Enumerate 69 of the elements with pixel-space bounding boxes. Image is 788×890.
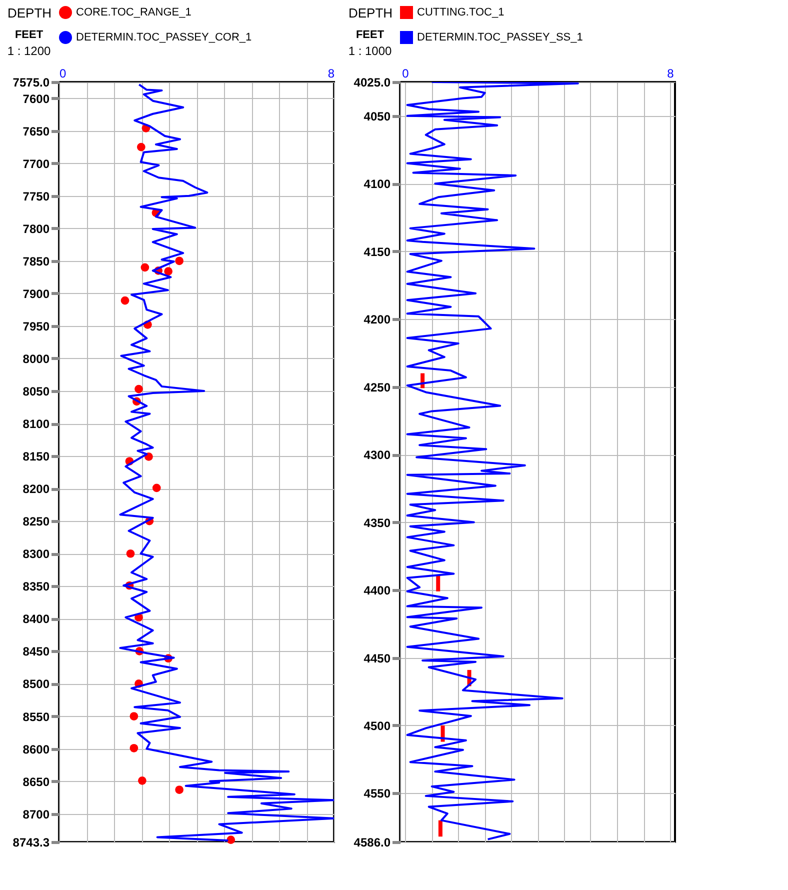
point bbox=[175, 786, 184, 794]
x-tick-label: 0 bbox=[402, 66, 410, 80]
y-tick-label: 4450 bbox=[364, 651, 391, 666]
x-tick-label: 0 bbox=[60, 66, 66, 80]
y-tick-label: 4350 bbox=[364, 516, 391, 530]
y-tick-label: 7600 bbox=[22, 92, 50, 106]
y-tick-label: 7700 bbox=[22, 156, 50, 171]
y-tick-label: 4150 bbox=[364, 244, 391, 259]
point bbox=[226, 836, 236, 844]
point bbox=[152, 484, 161, 492]
text: FEET bbox=[356, 29, 384, 41]
x-tick-label: 8 bbox=[667, 66, 674, 80]
y-tick-label: 4100 bbox=[364, 177, 391, 192]
point bbox=[175, 256, 184, 266]
point bbox=[164, 267, 172, 276]
y-tick-label: 8200 bbox=[22, 482, 50, 496]
y-tick-label: 7575.0 bbox=[12, 76, 50, 90]
y-tick-label: 8250 bbox=[22, 514, 50, 529]
legend-label: DETERMIN.TOC_PASSEY_SS_1 bbox=[417, 32, 583, 44]
line-series bbox=[406, 82, 579, 840]
y-tick-label: 8150 bbox=[22, 450, 50, 464]
legend-label: DETERMIN.TOC_PASSEY_COR_1 bbox=[76, 32, 252, 44]
legend-label: CUTTING.TOC_1 bbox=[417, 6, 504, 18]
y-tick-label: 8100 bbox=[22, 417, 50, 432]
x-tick-label: 8 bbox=[328, 66, 335, 80]
point bbox=[120, 296, 130, 305]
y-tick-label: 8300 bbox=[22, 547, 50, 562]
y-tick-label: 8743.3 bbox=[12, 836, 50, 850]
bar bbox=[436, 575, 440, 592]
y-tick-label: 8600 bbox=[22, 742, 50, 756]
y-tick-label: 4300 bbox=[364, 448, 391, 462]
point bbox=[144, 452, 153, 461]
y-tick-label: 4050 bbox=[364, 109, 391, 124]
bar bbox=[438, 820, 442, 837]
point bbox=[140, 263, 150, 272]
y-tick-label: 8450 bbox=[22, 644, 50, 659]
y-tick-label: 8000 bbox=[22, 352, 50, 366]
point bbox=[126, 549, 135, 558]
y-tick-label: 7900 bbox=[22, 286, 50, 301]
point bbox=[130, 712, 138, 720]
y-tick-label: 4500 bbox=[364, 718, 391, 733]
y-tick-label: 7650 bbox=[22, 124, 50, 138]
point bbox=[134, 384, 143, 394]
y-tick-label: 8650 bbox=[22, 774, 50, 789]
y-tick-label: 7950 bbox=[22, 319, 50, 334]
legend-label: CORE.TOC_RANGE_1 bbox=[76, 6, 192, 18]
text: 1 : 1200 bbox=[7, 44, 52, 58]
y-tick-label: 4550 bbox=[364, 786, 391, 801]
point bbox=[136, 142, 146, 152]
y-tick-label: 8550 bbox=[22, 710, 50, 724]
y-axis-title: DEPTH bbox=[7, 6, 52, 20]
y-tick-label: 4400 bbox=[364, 584, 391, 598]
point bbox=[138, 776, 146, 785]
text: FEET bbox=[14, 29, 44, 41]
y-tick-label: 8350 bbox=[22, 580, 50, 594]
text: 1 : 1000 bbox=[348, 44, 392, 58]
y-tick-label: 7750 bbox=[22, 189, 50, 204]
y-tick-label: 4250 bbox=[364, 380, 391, 394]
y-tick-label: 8400 bbox=[22, 612, 50, 626]
y-tick-label: 7800 bbox=[22, 222, 50, 236]
y-tick-label: 8050 bbox=[22, 384, 50, 398]
y-tick-label: 8700 bbox=[22, 807, 50, 822]
point bbox=[130, 744, 138, 752]
y-tick-label: 4025.0 bbox=[354, 76, 391, 90]
y-tick-label: 8500 bbox=[22, 677, 50, 692]
y-tick-label: 4586.0 bbox=[354, 836, 391, 850]
y-tick-label: 7850 bbox=[22, 254, 50, 268]
y-axis-title: DEPTH bbox=[348, 6, 393, 20]
y-tick-label: 4200 bbox=[364, 312, 391, 327]
